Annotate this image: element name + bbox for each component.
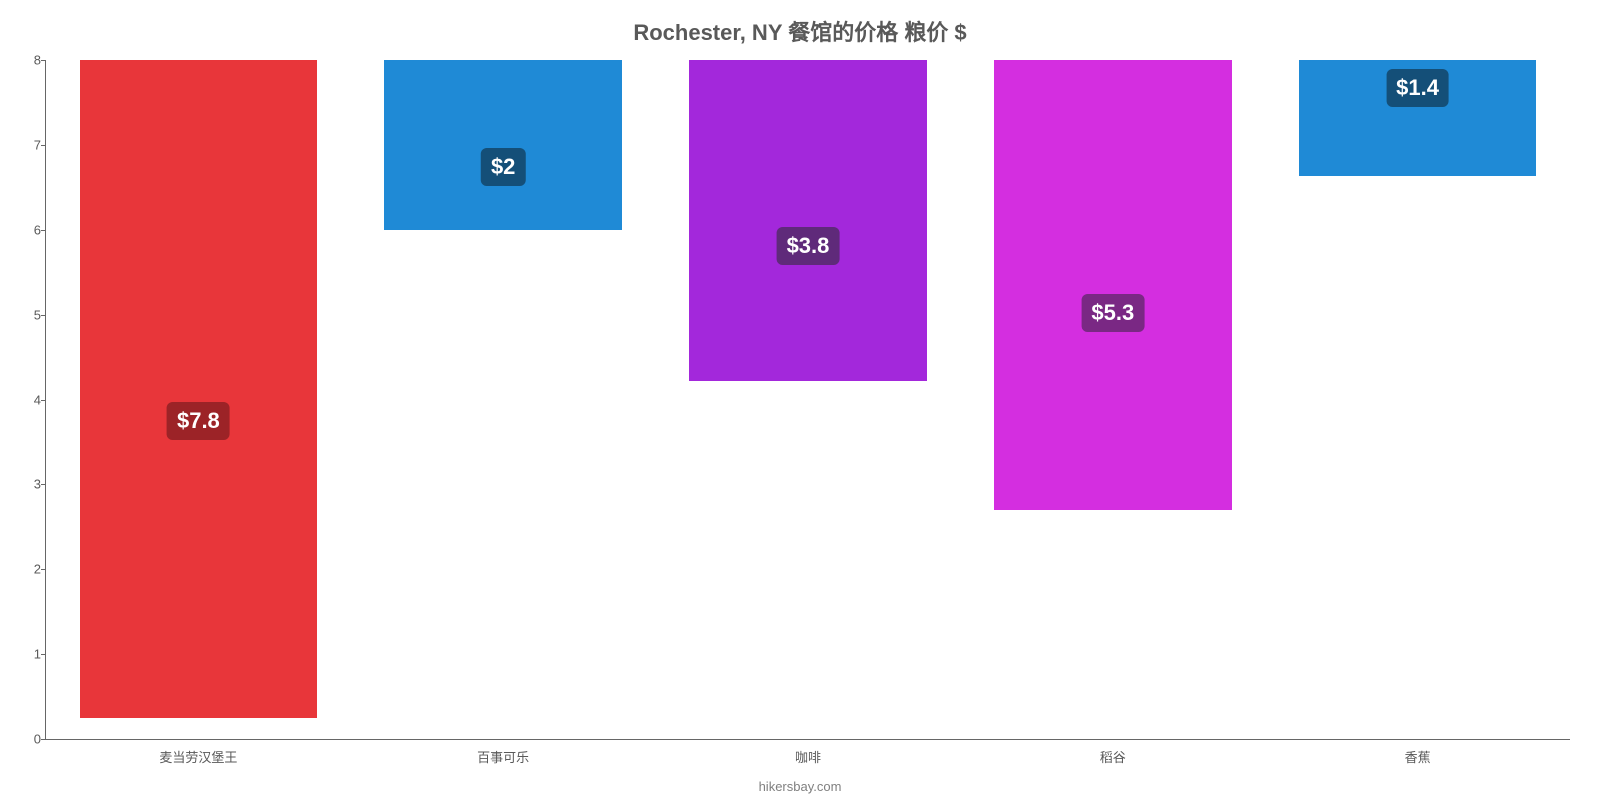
- x-category-label: 稻谷: [1100, 747, 1126, 766]
- y-tick-label: 2: [16, 562, 41, 577]
- plot-area: 012345678 $7.8麦当劳汉堡王$2百事可乐$3.8咖啡$5.3稻谷$1…: [45, 60, 1570, 740]
- bar-slot: $2百事可乐: [351, 60, 656, 739]
- price-bar-chart: Rochester, NY 餐馆的价格 粮价 $ 012345678 $7.8麦…: [0, 0, 1600, 800]
- y-tick-label: 3: [16, 477, 41, 492]
- y-tick-label: 8: [16, 53, 41, 68]
- y-tick-label: 4: [16, 392, 41, 407]
- bar-slot: $7.8麦当劳汉堡王: [46, 60, 351, 739]
- bars-container: $7.8麦当劳汉堡王$2百事可乐$3.8咖啡$5.3稻谷$1.4香蕉: [46, 60, 1570, 739]
- bar-value-badge: $3.8: [777, 227, 840, 265]
- y-tick-label: 7: [16, 137, 41, 152]
- y-tick-label: 5: [16, 307, 41, 322]
- bar-slot: $1.4香蕉: [1265, 60, 1570, 739]
- bar-value-badge: $5.3: [1081, 294, 1144, 332]
- bar-value-badge: $2: [481, 148, 525, 186]
- bar: $3.8: [689, 60, 927, 381]
- bar-slot: $5.3稻谷: [960, 60, 1265, 739]
- x-category-label: 香蕉: [1405, 747, 1431, 766]
- x-category-label: 麦当劳汉堡王: [159, 747, 237, 766]
- bar: $2: [384, 60, 622, 230]
- y-tick-mark: [41, 739, 46, 740]
- y-tick-label: 1: [16, 647, 41, 662]
- y-tick-label: 0: [16, 732, 41, 747]
- x-category-label: 咖啡: [795, 747, 821, 766]
- bar-value-badge: $7.8: [167, 402, 230, 440]
- chart-title: Rochester, NY 餐馆的价格 粮价 $: [0, 15, 1600, 47]
- bar: $1.4: [1299, 60, 1537, 176]
- bar-slot: $3.8咖啡: [656, 60, 961, 739]
- attribution-text: hikersbay.com: [0, 779, 1600, 794]
- bar: $5.3: [994, 60, 1232, 510]
- bar: $7.8: [80, 60, 318, 718]
- bar-value-badge: $1.4: [1386, 69, 1449, 107]
- x-category-label: 百事可乐: [477, 747, 529, 766]
- y-tick-label: 6: [16, 222, 41, 237]
